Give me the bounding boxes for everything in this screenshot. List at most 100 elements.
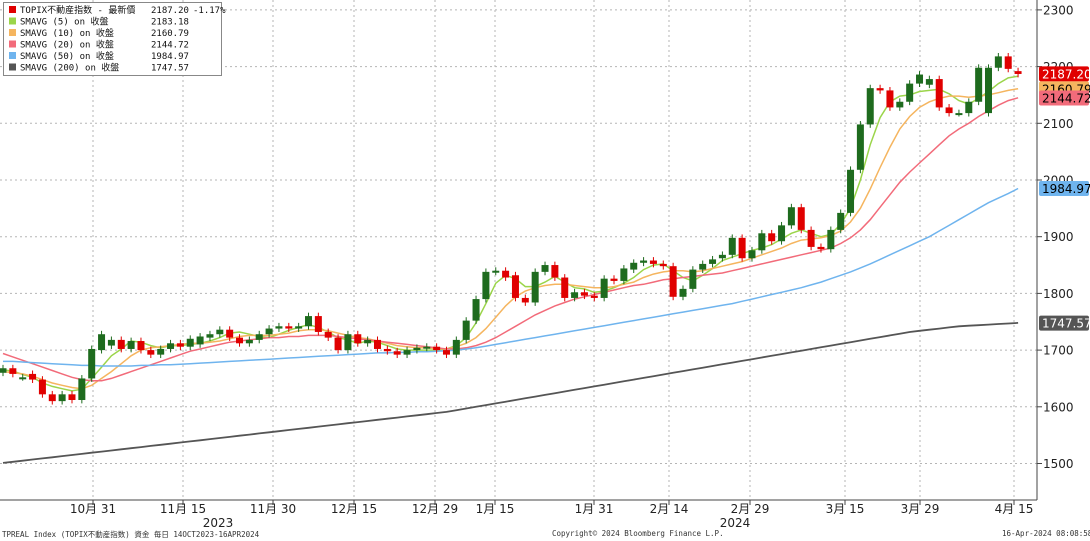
x-tick-label: 3月 15	[826, 502, 865, 516]
candle-body	[196, 336, 204, 345]
candle-body	[689, 269, 697, 289]
candle-body	[334, 337, 342, 351]
candle-body	[955, 113, 963, 116]
candle-body	[856, 124, 864, 170]
candle-body	[19, 377, 27, 380]
candle-body	[117, 339, 125, 349]
candle-body	[206, 334, 214, 338]
candle-body	[413, 347, 421, 351]
candle-body	[472, 299, 480, 321]
legend-name: SMAVG (50) on 收盤	[20, 50, 114, 62]
x-tick-label: 2月 29	[731, 502, 770, 516]
candle-body	[324, 331, 332, 338]
candle-body	[285, 326, 293, 329]
x-tick-label: 10月 31	[70, 502, 116, 516]
candle-body	[738, 237, 746, 259]
candle-body	[373, 339, 381, 349]
candle-body	[107, 339, 115, 346]
grid-lines	[0, 0, 1037, 500]
y-tick-label: 2300	[1043, 3, 1074, 17]
x-tick-label: 3月 29	[901, 502, 940, 516]
candle-body	[541, 265, 549, 272]
moving-average-lines	[2, 75, 1019, 464]
candle-body	[48, 394, 56, 402]
candle-body	[1014, 71, 1022, 74]
candle-body	[699, 263, 707, 270]
price-tag-label: 2144.72	[1042, 91, 1090, 105]
legend-value: 2183.18	[151, 18, 189, 28]
y-tick-label: 1500	[1043, 457, 1074, 471]
legend-name: SMAVG (20) on 收盤	[20, 39, 114, 51]
candle-body	[127, 341, 135, 349]
candle-body	[511, 275, 519, 298]
x-tick-label: 4月 15	[995, 502, 1034, 516]
x-tick-label: 11月 15	[160, 502, 206, 516]
legend-swatch	[9, 63, 16, 71]
series-line	[2, 322, 1019, 464]
candle-body	[295, 326, 303, 329]
candle-body	[442, 350, 450, 355]
legend-name: SMAVG (5) on 收盤	[20, 16, 108, 28]
legend-swatch	[9, 29, 16, 36]
candle-body	[305, 316, 313, 327]
candle-body	[482, 271, 490, 300]
series-line	[2, 87, 1019, 390]
legend-swatch	[9, 52, 16, 59]
candle-body	[1004, 56, 1012, 69]
candle-body	[167, 343, 175, 349]
candle-body	[571, 292, 579, 298]
candle-body	[748, 250, 756, 259]
candle-body	[551, 265, 559, 278]
candle-body	[354, 334, 362, 344]
candle-body	[847, 169, 855, 213]
price-tag: 1747.57	[1039, 315, 1090, 331]
candle-body	[98, 334, 106, 351]
candle-body	[778, 225, 786, 242]
candle-body	[255, 334, 263, 340]
y-tick-label: 1600	[1043, 400, 1074, 414]
candle-body	[314, 316, 322, 332]
y-tick-label: 1800	[1043, 287, 1074, 301]
candle-body	[88, 348, 96, 379]
candle-body	[994, 56, 1002, 68]
candle-body	[649, 260, 657, 264]
x-tick-label: 11月 30	[250, 502, 296, 516]
candle-body	[906, 83, 914, 102]
candle-body	[827, 229, 835, 250]
candle-body	[640, 260, 648, 263]
price-tag: 2144.72	[1039, 90, 1090, 106]
price-tag: 1984.97	[1039, 181, 1090, 197]
candle-body	[965, 101, 973, 114]
price-tag-label: 1984.97	[1042, 182, 1090, 196]
candle-body	[452, 339, 460, 355]
x-axis-year-labels: 2023 2024	[203, 516, 751, 530]
candle-body	[561, 277, 569, 298]
candle-body	[137, 341, 145, 351]
y-tick-label: 2100	[1043, 117, 1074, 131]
x-tick-label: 2月 14	[650, 502, 689, 516]
candle-body	[580, 292, 588, 296]
candle-body	[383, 348, 391, 352]
legend-change: -1.17%	[193, 6, 226, 16]
candle-body	[709, 259, 717, 264]
footer-timestamp-text: 16-Apr-2024 08:08:58	[1002, 529, 1090, 538]
candle-body	[896, 101, 904, 108]
candle-body	[630, 262, 638, 270]
x-year-label: 2024	[720, 516, 751, 530]
candle-body	[985, 67, 992, 114]
candle-body	[433, 346, 441, 351]
legend-frame	[3, 2, 222, 76]
candle-body	[344, 334, 352, 351]
candle-body	[718, 254, 726, 259]
price-tag: 2187.20	[1039, 66, 1090, 82]
candle-body	[393, 351, 401, 355]
legend-swatch	[9, 6, 16, 13]
candle-body	[492, 270, 500, 273]
candle-body	[925, 79, 933, 85]
candle-body	[157, 348, 165, 355]
candle-body	[521, 297, 529, 303]
price-tag-box	[1039, 90, 1089, 106]
candle-body	[876, 88, 884, 91]
